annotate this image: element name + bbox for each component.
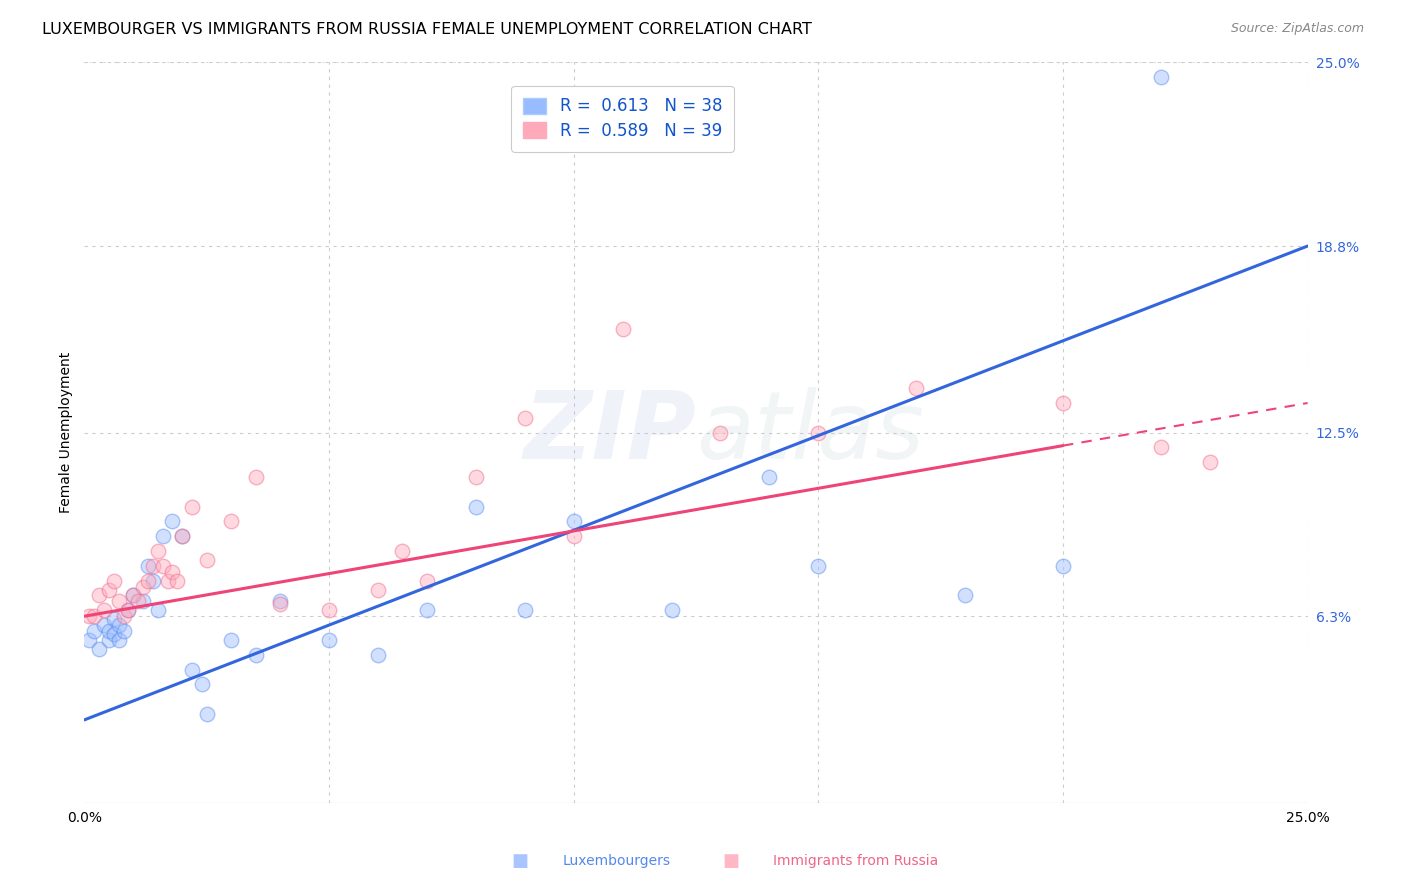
- Point: [367, 582, 389, 597]
- Point: [758, 470, 780, 484]
- Point: [269, 594, 291, 608]
- Point: [1052, 558, 1074, 573]
- Point: [172, 529, 194, 543]
- Point: [612, 322, 634, 336]
- Point: [905, 381, 928, 395]
- Point: [195, 706, 218, 721]
- Point: [93, 618, 115, 632]
- Point: [219, 515, 242, 529]
- Point: [122, 589, 145, 603]
- Point: [172, 529, 194, 543]
- Point: [181, 500, 204, 514]
- Point: [77, 632, 100, 647]
- Point: [219, 632, 242, 647]
- Point: [142, 574, 165, 588]
- Point: [87, 589, 110, 603]
- Point: [103, 574, 125, 588]
- Point: [77, 609, 100, 624]
- Point: [166, 574, 188, 588]
- Point: [1150, 441, 1173, 455]
- Point: [513, 410, 536, 425]
- Point: [112, 609, 135, 624]
- Point: [195, 553, 218, 567]
- Point: [367, 648, 389, 662]
- Point: [83, 624, 105, 638]
- Point: [416, 574, 439, 588]
- Point: [318, 603, 340, 617]
- Point: [146, 603, 169, 617]
- Point: [152, 529, 174, 543]
- Point: [416, 603, 439, 617]
- Point: [117, 603, 139, 617]
- Point: [807, 425, 830, 440]
- Text: Luxembourgers: Luxembourgers: [562, 854, 671, 868]
- Point: [136, 574, 159, 588]
- Point: [269, 598, 291, 612]
- Point: [117, 603, 139, 617]
- Point: [953, 589, 976, 603]
- Text: ■: ■: [512, 852, 529, 870]
- Point: [162, 515, 184, 529]
- Point: [107, 632, 129, 647]
- Point: [103, 627, 125, 641]
- Text: LUXEMBOURGER VS IMMIGRANTS FROM RUSSIA FEMALE UNEMPLOYMENT CORRELATION CHART: LUXEMBOURGER VS IMMIGRANTS FROM RUSSIA F…: [42, 22, 813, 37]
- Point: [245, 470, 267, 484]
- Point: [87, 641, 110, 656]
- Point: [1150, 70, 1173, 85]
- Legend: R =  0.613   N = 38, R =  0.589   N = 39: R = 0.613 N = 38, R = 0.589 N = 39: [512, 86, 734, 152]
- Point: [661, 603, 683, 617]
- Point: [152, 558, 174, 573]
- Point: [127, 594, 149, 608]
- Point: [513, 603, 536, 617]
- Point: [83, 609, 105, 624]
- Text: atlas: atlas: [696, 387, 924, 478]
- Y-axis label: Female Unemployment: Female Unemployment: [59, 352, 73, 513]
- Point: [318, 632, 340, 647]
- Point: [97, 582, 120, 597]
- Point: [156, 574, 179, 588]
- Point: [136, 558, 159, 573]
- Text: ZIP: ZIP: [523, 386, 696, 479]
- Point: [122, 589, 145, 603]
- Point: [562, 515, 585, 529]
- Point: [1052, 396, 1074, 410]
- Text: Source: ZipAtlas.com: Source: ZipAtlas.com: [1230, 22, 1364, 36]
- Point: [97, 624, 120, 638]
- Point: [103, 612, 125, 626]
- Point: [132, 580, 155, 594]
- Point: [112, 624, 135, 638]
- Point: [97, 632, 120, 647]
- Text: ■: ■: [723, 852, 740, 870]
- Point: [391, 544, 413, 558]
- Point: [162, 565, 184, 579]
- Point: [146, 544, 169, 558]
- Point: [93, 603, 115, 617]
- Point: [191, 677, 214, 691]
- Point: [181, 663, 204, 677]
- Text: Immigrants from Russia: Immigrants from Russia: [773, 854, 939, 868]
- Point: [464, 470, 486, 484]
- Point: [245, 648, 267, 662]
- Point: [107, 618, 129, 632]
- Point: [464, 500, 486, 514]
- Point: [562, 529, 585, 543]
- Point: [709, 425, 731, 440]
- Point: [1198, 455, 1220, 469]
- Point: [807, 558, 830, 573]
- Point: [142, 558, 165, 573]
- Point: [107, 594, 129, 608]
- Point: [132, 594, 155, 608]
